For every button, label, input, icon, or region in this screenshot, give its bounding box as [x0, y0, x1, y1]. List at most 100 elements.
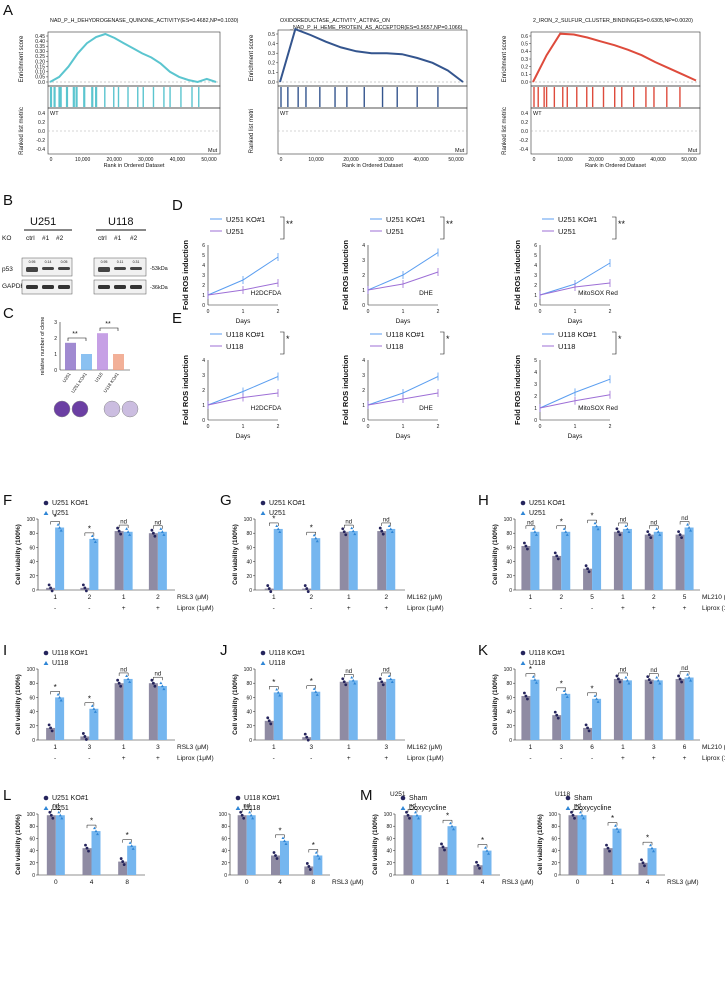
via-ylabel: Cell viability (100%): [232, 674, 239, 735]
via-point-ko: [50, 729, 54, 733]
via-point-ko: [378, 526, 382, 530]
via-sig-bracket: [572, 808, 583, 813]
via-point-ko: [151, 531, 155, 535]
via-point-wt: [579, 810, 582, 814]
via-point-ko: [378, 677, 382, 681]
via-point-wt: [449, 821, 452, 825]
via-sig: *: [611, 814, 614, 823]
panel-letter-e: E: [172, 310, 182, 327]
via-point-wt: [625, 678, 629, 682]
ros-legend-wt: U118: [226, 342, 243, 351]
via-bar-ko: [264, 720, 274, 740]
via-point-wt: [125, 674, 129, 678]
c-ytick: 2: [54, 336, 57, 342]
via-xtick: 2: [652, 594, 656, 601]
via-ytick: 0: [249, 588, 252, 594]
gsea-xtick-label: 40,000: [650, 157, 666, 163]
via-point-wt: [415, 813, 419, 817]
ros-ytick: 1: [202, 293, 205, 299]
via-legend-ko-dot: [565, 795, 571, 801]
gsea-wt-label: WT: [50, 111, 59, 117]
via-point-wt: [350, 526, 354, 530]
via-ytick: 80: [29, 531, 35, 537]
via-point-wt: [126, 530, 130, 533]
via-point-ko: [151, 681, 155, 685]
ros-ytick: 2: [362, 388, 365, 394]
via-bar-ko: [339, 681, 349, 740]
ros-xtick: 2: [609, 424, 612, 430]
via-xtick: 1: [272, 594, 276, 601]
via-lip-sign: -: [273, 605, 275, 612]
gsea-xtick-label: 50,000: [448, 157, 464, 163]
via-point-wt: [686, 673, 690, 676]
via-ytick: 80: [506, 531, 512, 537]
via-point-wt: [90, 704, 94, 707]
via-bar-wt: [612, 828, 622, 875]
via-point-ko: [119, 684, 123, 688]
via-sig: nd: [409, 804, 416, 810]
via-sig-bracket: [587, 692, 597, 696]
via-point-wt: [389, 677, 393, 681]
via-point-ko: [478, 866, 481, 870]
via-bar-ko: [114, 531, 124, 590]
via-point-wt: [92, 537, 96, 540]
ros-chart-2: 4 3 2 1 0 Fold ROS induction 0 1 2 Days DHE U251 KO…: [341, 215, 454, 325]
via-bar-ko: [675, 534, 685, 590]
viability-chart-5: 100 80 60 40 20 0 Cell viability (100%) U118 KO…: [232, 650, 444, 762]
via-sig: nd: [52, 804, 59, 810]
blot-quant-label: 0.31: [133, 260, 140, 264]
blot-p53-band: [42, 267, 54, 270]
via-bar-wt: [592, 526, 602, 590]
panel-letter-b: B: [3, 192, 13, 209]
via-legend-ko: U251 KO#1: [52, 500, 89, 507]
ros-legend-wt: U118: [386, 342, 403, 351]
via-sig-bracket: [679, 671, 690, 675]
via-point-ko: [305, 587, 309, 590]
via-point-wt: [248, 810, 252, 814]
via-point-wt: [159, 681, 163, 685]
via-point-ko: [269, 590, 273, 593]
via-point-ko: [586, 726, 589, 730]
via-legend-wt: U118: [244, 805, 260, 812]
via-bar-ko: [46, 727, 56, 740]
via-point-wt: [351, 529, 355, 533]
blot-gapdh-band: [130, 285, 142, 289]
c-cat-label: U251: [62, 371, 73, 383]
via-point-wt: [596, 527, 600, 531]
via-point-wt: [130, 844, 134, 847]
via-point-wt: [655, 527, 659, 530]
via-title: U251: [390, 791, 406, 798]
via-point-ko: [308, 868, 312, 871]
via-point-wt: [275, 524, 279, 528]
via-legend-ko-dot: [43, 500, 49, 506]
via-point-wt: [533, 678, 537, 681]
via-point-ko: [49, 813, 53, 817]
via-ytick: 40: [29, 849, 35, 855]
via-bar-wt: [157, 686, 167, 740]
via-legend-ko: U118 KO#1: [244, 795, 280, 802]
via-point-ko: [117, 681, 121, 685]
via-xtick: 1: [347, 744, 351, 751]
via-lip-sign: -: [591, 755, 593, 762]
ros-sig: *: [618, 334, 622, 344]
via-point-ko: [266, 584, 270, 587]
via-ytick: 0: [509, 588, 512, 594]
colony-dish: [53, 400, 71, 418]
via-ytick: 60: [221, 836, 227, 842]
panel-a-gsea: NAD_P_H_DEHYDROGENASE_QUINONE_ACTIVITY(E…: [19, 18, 701, 169]
via-sig: *: [272, 514, 275, 523]
ros-ytick: 2: [534, 394, 537, 400]
via-point-ko: [440, 842, 443, 846]
via-lip-sign: -: [88, 605, 90, 612]
via-legend-wt: U118: [269, 660, 285, 667]
via-sig-bracket: [679, 521, 690, 525]
viability-chart-2: 100 80 60 40 20 0 Cell viability (100%) U251 KO…: [232, 500, 444, 612]
via-ytick: 60: [29, 545, 35, 551]
via-sig: nd: [527, 520, 534, 526]
via-liprox-label: Liprox (1μM): [177, 755, 214, 762]
via-ytick: 20: [29, 861, 35, 867]
via-point-wt: [353, 532, 357, 536]
ros-sig-bracket: [280, 331, 285, 355]
via-sig-bracket: [306, 531, 316, 536]
via-sig: *: [312, 841, 315, 850]
